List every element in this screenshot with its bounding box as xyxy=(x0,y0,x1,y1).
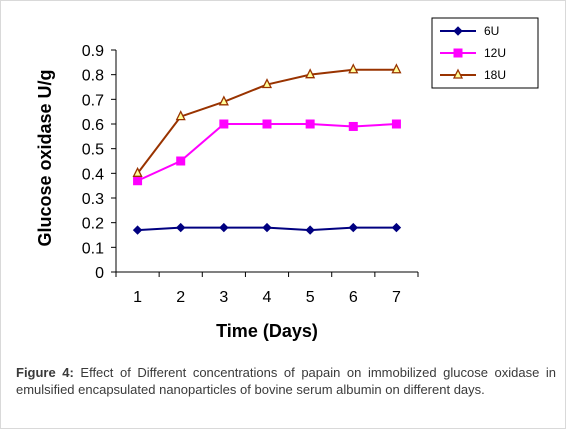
legend-label: 18U xyxy=(484,68,506,82)
y-tick-label: 0.9 xyxy=(82,43,104,60)
y-tick-label: 0.6 xyxy=(82,117,104,134)
series-layer xyxy=(132,63,402,235)
data-point-6U xyxy=(391,222,402,233)
data-point-18U xyxy=(132,166,143,177)
y-axis-label: Glucose oxidase U/g xyxy=(35,69,55,246)
series-12U xyxy=(133,119,401,186)
data-point-12U xyxy=(391,119,401,129)
x-tick-label: 4 xyxy=(263,289,272,306)
series-6U xyxy=(132,222,402,235)
x-tick-label: 6 xyxy=(349,289,358,306)
series-18U xyxy=(132,63,402,177)
data-point-12U xyxy=(219,119,229,129)
line-chart: 0 0.1 0.2 0.3 0.4 0.5 0.6 0.7 0.8 0.9 1 2 3 4 5 6 7 Tim… xyxy=(35,17,539,341)
caption-text: Effect of Different concentrations of pa… xyxy=(16,365,556,397)
x-tick-label: 7 xyxy=(392,289,401,306)
x-axis-label: Time (Days) xyxy=(216,321,318,341)
data-point-6U xyxy=(176,222,186,233)
data-point-18U xyxy=(261,78,273,89)
data-point-12U xyxy=(348,121,358,131)
legend-label: 12U xyxy=(484,46,506,60)
data-point-18U xyxy=(305,68,316,79)
x-tick-label: 1 xyxy=(133,289,142,306)
y-tick-label: 0.7 xyxy=(82,92,104,109)
legend-label: 6U xyxy=(484,24,499,38)
legend-marker xyxy=(453,48,463,58)
y-tick-label: 0.3 xyxy=(82,191,104,208)
data-point-18U xyxy=(175,110,186,121)
x-tick-label: 3 xyxy=(219,289,228,306)
x-tick-label: 5 xyxy=(306,289,315,306)
series-line-12U xyxy=(137,123,397,182)
figure-caption: Figure 4: Effect of Different concentrat… xyxy=(16,364,556,398)
data-point-12U xyxy=(305,119,315,129)
x-tick-label: 2 xyxy=(176,289,185,306)
caption-label: Figure 4: xyxy=(16,365,74,380)
data-point-6U xyxy=(219,222,229,233)
data-point-12U xyxy=(262,119,272,129)
data-point-6U xyxy=(132,225,143,235)
legend-marker xyxy=(452,68,464,79)
legend: 6U 12U 18U xyxy=(431,17,539,89)
y-tick-label: 0 xyxy=(95,265,104,282)
data-point-18U xyxy=(218,95,229,106)
data-point-6U xyxy=(348,222,358,233)
legend-marker xyxy=(453,26,463,36)
data-point-12U xyxy=(133,176,143,186)
y-tick-label: 0.8 xyxy=(82,68,104,85)
y-tick-label: 0.1 xyxy=(82,240,104,257)
y-tick-label: 0.5 xyxy=(82,142,104,159)
data-point-6U xyxy=(305,225,315,235)
data-point-18U xyxy=(391,63,402,74)
data-point-6U xyxy=(262,222,272,233)
y-tick-labels: 0 0.1 0.2 0.3 0.4 0.5 0.6 0.7 0.8 0.9 xyxy=(82,43,104,282)
y-tick-label: 0.2 xyxy=(82,216,104,233)
chart-axes xyxy=(111,49,419,277)
data-point-12U xyxy=(176,156,186,166)
y-tick-label: 0.4 xyxy=(82,166,104,183)
x-tick-labels: 1 2 3 4 5 6 7 xyxy=(133,289,401,306)
data-point-18U xyxy=(348,63,359,74)
